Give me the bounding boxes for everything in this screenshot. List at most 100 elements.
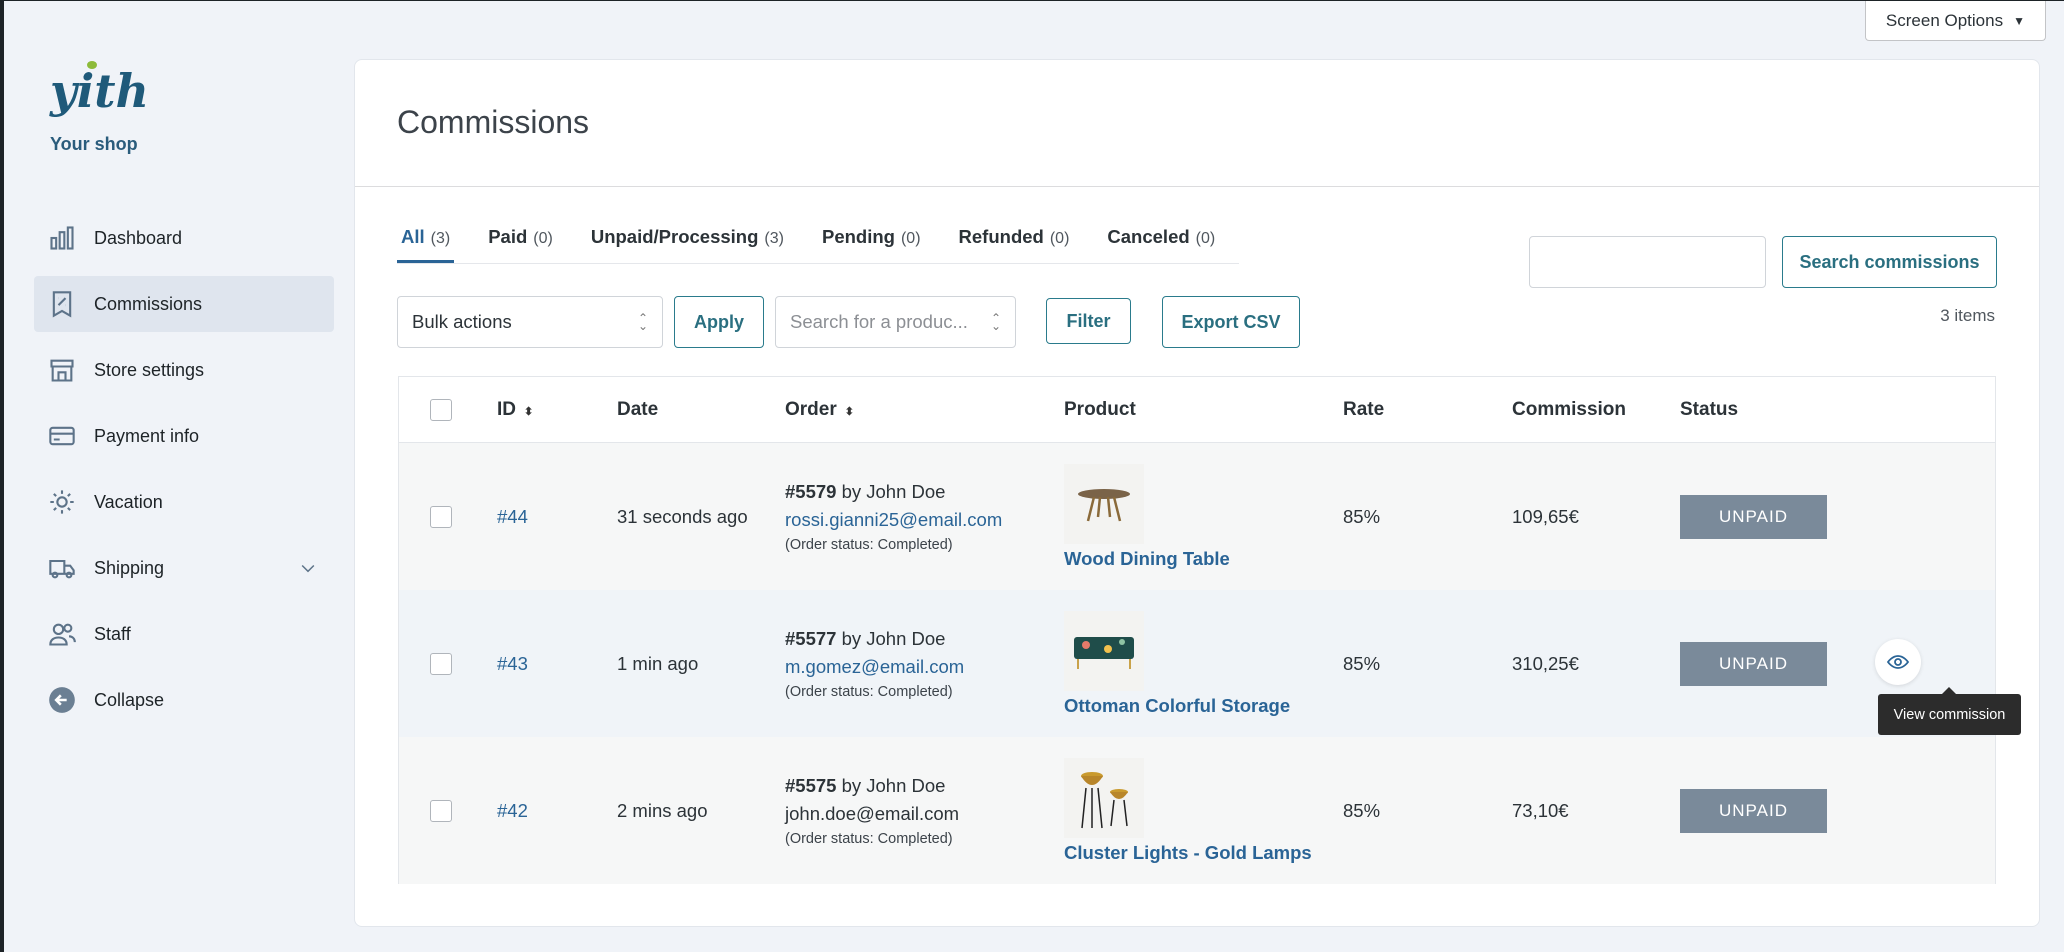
sidebar-item-vacation[interactable]: Vacation [34, 474, 334, 530]
customer-email: john.doe@email.com [785, 802, 960, 824]
yith-logo: yith [49, 61, 148, 118]
sidebar-item-label: Commissions [94, 293, 203, 314]
product-thumbnail[interactable] [1064, 463, 1144, 544]
customer-email[interactable]: rossi.gianni25@email.com [785, 508, 1003, 530]
rate: 85% [1343, 505, 1381, 527]
receipt-percent-icon [52, 291, 72, 318]
search-input[interactable] [1529, 236, 1766, 288]
column-date: Date [617, 398, 659, 420]
sidebar-item-label: Dashboard [94, 227, 183, 248]
tab-canceled[interactable]: Canceled (0) [1107, 226, 1216, 247]
bar-chart-icon [50, 226, 74, 250]
column-product: Product [1064, 398, 1136, 420]
sidebar-item-shipping[interactable]: Shipping [34, 540, 334, 596]
order-info: #5577 by John Doe m.gomez@email.com (Ord… [785, 628, 964, 700]
sort-icon: ⬍ [524, 405, 534, 418]
row-checkbox[interactable] [430, 799, 452, 822]
product-thumbnail[interactable] [1064, 610, 1144, 691]
date: 1 min ago [617, 652, 699, 674]
product-link[interactable]: Ottoman Colorful Storage [1064, 694, 1291, 716]
page-title: Commissions [397, 104, 590, 140]
commissions-card: Commissions All (3) Paid (0) Unpaid/Proces… [354, 59, 2040, 927]
commission-amount: 310,25€ [1512, 652, 1579, 674]
sidebar-item-staff[interactable]: Staff [34, 606, 334, 662]
tooltip: View commission [1878, 687, 2021, 735]
apply-button[interactable]: Apply [674, 296, 764, 348]
product-cell: Ottoman Colorful Storage [1064, 610, 1291, 717]
updown-icon: ⌃ ⌄ [637, 311, 648, 333]
table-row: #44 31 seconds ago #5579 by John Doe ros… [399, 443, 1995, 590]
sidebar-item-store-settings[interactable]: Store settings [34, 342, 334, 398]
order-status: (Order status: Completed) [785, 830, 953, 847]
column-rate: Rate [1343, 398, 1385, 420]
commission-id-link[interactable]: #42 [497, 799, 528, 821]
arrow-left-circle-icon [49, 687, 75, 713]
table-row: #42 2 mins ago #5575 by John Doe john.do… [399, 737, 1995, 884]
commission-amount: 109,65€ [1512, 505, 1579, 527]
sort-icon: ⬍ [844, 405, 854, 418]
tab-unpaid-processing[interactable]: Unpaid/Processing (3) [590, 226, 784, 247]
export-csv-button[interactable]: Export CSV [1162, 296, 1300, 348]
tab-all[interactable]: All (3) [397, 226, 455, 263]
product-link[interactable]: Cluster Lights - Gold Lamps [1064, 841, 1312, 863]
row-checkbox[interactable] [430, 505, 452, 528]
customer-email[interactable]: m.gomez@email.com [785, 655, 965, 677]
view-commission-button[interactable] [1875, 639, 1921, 685]
filter-button[interactable]: Filter [1046, 298, 1131, 344]
column-commission: Commission [1512, 398, 1627, 420]
bulk-actions-select[interactable]: Bulk actions ⌃ ⌄ [397, 296, 663, 348]
order-info: #5579 by John Doe rossi.gianni25@email.c… [785, 481, 1002, 553]
order-status: (Order status: Completed) [785, 683, 953, 700]
sidebar-item-collapse[interactable]: Collapse [34, 672, 334, 728]
truck-icon [49, 559, 75, 579]
screen-options-button[interactable]: Screen Options ▼ [1864, 1, 2046, 41]
commission-amount: 73,10€ [1512, 799, 1569, 821]
status-badge: UNPAID [1680, 641, 1827, 686]
order-customer: by John Doe [836, 627, 946, 649]
select-all-checkbox[interactable] [430, 398, 452, 421]
tab-pending[interactable]: Pending (0) [821, 226, 921, 247]
tab-refunded[interactable]: Refunded (0) [958, 226, 1070, 247]
product-cell: Cluster Lights - Gold Lamps [1064, 757, 1312, 864]
eye-icon [1886, 655, 1910, 669]
sun-icon [50, 490, 74, 514]
sidebar-item-commissions[interactable]: Commissions [34, 276, 334, 332]
sidebar-nav: Dashboard Commissions Store settings Pay… [34, 210, 334, 738]
tab-paid[interactable]: Paid (0) [488, 226, 553, 247]
order-link[interactable]: #5575 [785, 774, 837, 796]
date: 2 mins ago [617, 799, 708, 821]
order-link[interactable]: #5577 [785, 627, 837, 649]
sidebar-item-payment-info[interactable]: Payment info [34, 408, 334, 464]
sidebar-item-label: Staff [94, 623, 131, 644]
date: 31 seconds ago [617, 505, 748, 527]
column-id[interactable]: ID ⬍ [497, 398, 534, 420]
credit-card-icon [49, 426, 75, 446]
table-row: #43 1 min ago #5577 by John Doe m.gomez@… [399, 590, 1995, 737]
sidebar-item-label: Vacation [94, 491, 163, 512]
product-search-select[interactable]: Search for a produc... ⌃ ⌄ [775, 296, 1016, 348]
commission-id-link[interactable]: #43 [497, 652, 528, 674]
order-info: #5575 by John Doe john.doe@email.com (Or… [785, 775, 959, 847]
column-order[interactable]: Order ⬍ [785, 398, 854, 420]
svg-text:yith: yith [49, 64, 148, 118]
shop-name: Your shop [50, 134, 138, 154]
screen-options-label: Screen Options [1885, 10, 2004, 30]
updown-icon: ⌃ ⌄ [990, 311, 1001, 333]
row-checkbox[interactable] [430, 652, 452, 675]
sidebar-item-label: Shipping [94, 557, 165, 578]
product-thumbnail[interactable] [1064, 757, 1144, 838]
search-commissions-button[interactable]: Search commissions [1782, 236, 1997, 288]
sidebar-item-label: Store settings [94, 359, 205, 380]
status-tabs: All (3) Paid (0) Unpaid/Processing (3) Pend… [397, 226, 1240, 264]
store-icon [50, 359, 74, 382]
chevron-down-icon[interactable] [298, 558, 318, 583]
sidebar-item-dashboard[interactable]: Dashboard [34, 210, 334, 266]
sidebar-item-label: Collapse [94, 689, 165, 710]
product-cell: Wood Dining Table [1064, 463, 1230, 570]
product-link[interactable]: Wood Dining Table [1064, 547, 1230, 569]
order-link[interactable]: #5579 [785, 480, 837, 502]
caret-down-icon: ▼ [2013, 13, 2025, 28]
status-badge: UNPAID [1680, 788, 1827, 833]
commissions-table: ID ⬍ Date Order ⬍ Product Rate Commission … [398, 376, 1996, 884]
commission-id-link[interactable]: #44 [497, 505, 528, 527]
